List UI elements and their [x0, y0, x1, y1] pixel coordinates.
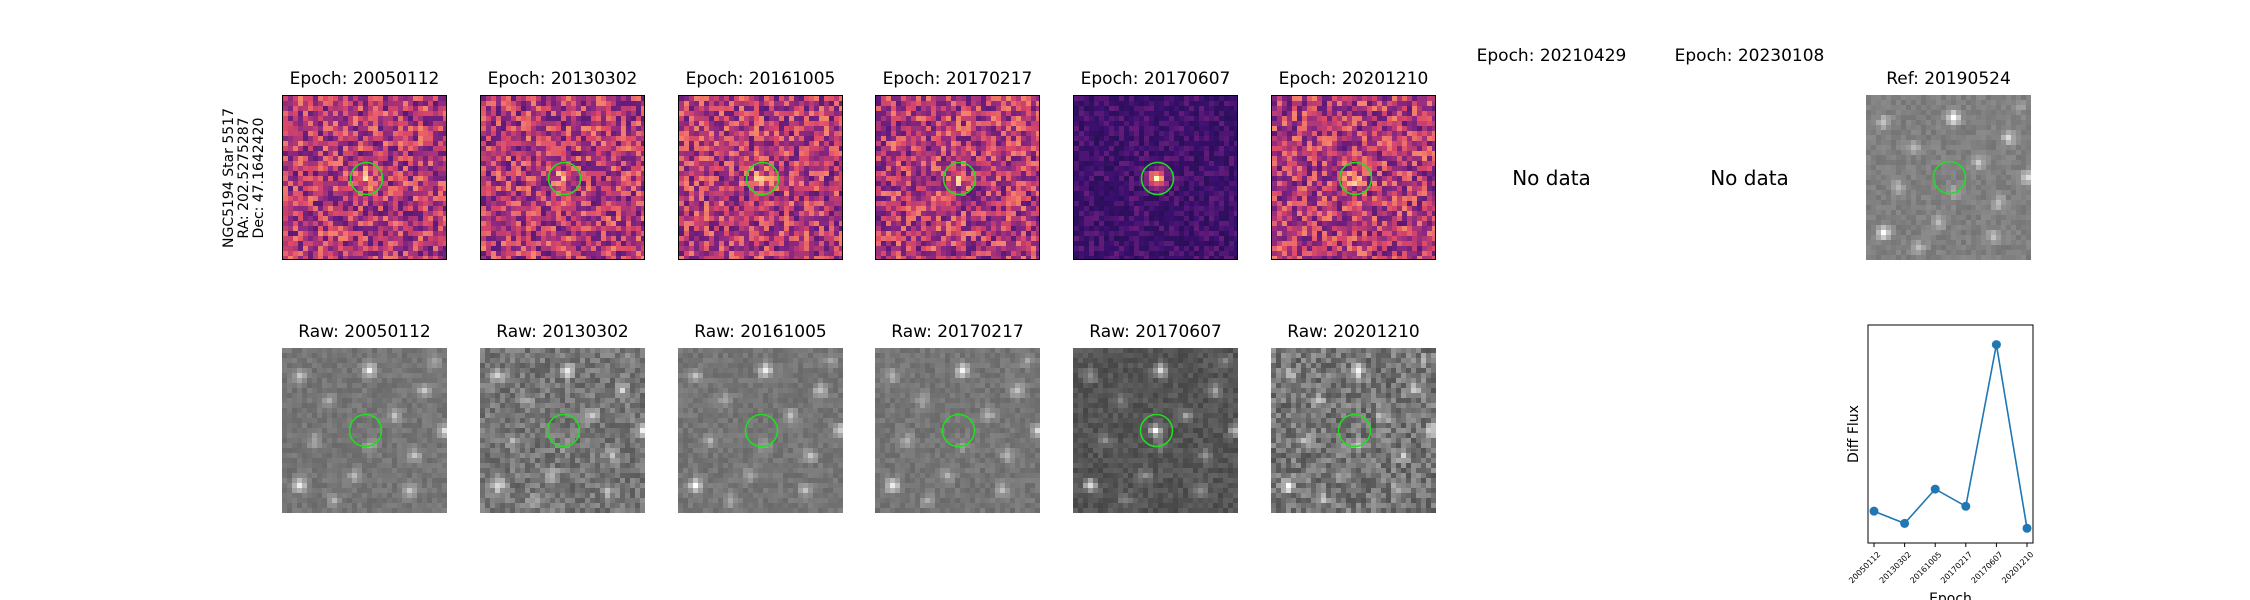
grayscale-image: [875, 348, 1040, 513]
no-data-text: No data: [1512, 165, 1591, 190]
difference-image: [876, 96, 1039, 259]
grayscale-image: [480, 348, 645, 513]
diff-panel-3: [678, 95, 843, 260]
target-marker-circle: [745, 161, 780, 196]
diff-panel-title: Epoch: 20161005: [685, 69, 836, 89]
target-marker-circle: [744, 413, 779, 448]
diff-panel-6: [1271, 95, 1436, 260]
data-point: [1991, 340, 2001, 350]
data-point: [1961, 501, 1971, 511]
x-tick-label: 20170217: [1939, 550, 1974, 585]
light-curve-chart: 20050112 20130302 20161005 20170217 20170607…: [1840, 320, 2060, 600]
raw-panel-4: [875, 348, 1040, 513]
light-curve-svg: 2005011220130302201610052017021720170607…: [1846, 324, 2035, 600]
diff-panel-1: [282, 95, 447, 260]
grayscale-image: [678, 348, 843, 513]
diff-panel-title: Epoch: 20201210: [1278, 69, 1429, 89]
raw-panel-title: Raw: 20050112: [298, 322, 431, 342]
target-marker-circle: [942, 161, 977, 196]
reference-image-panel: [1866, 95, 2031, 260]
grayscale-image: [282, 348, 447, 513]
x-tick-label: 20170607: [1970, 550, 2005, 585]
x-tick-label: 20201210: [2000, 550, 2035, 585]
diff-panel-2: [480, 95, 645, 260]
target-marker-circle: [348, 413, 383, 448]
target-marker-circle: [1338, 161, 1373, 196]
diff-panel-title: Epoch: 20050112: [289, 69, 440, 89]
diff-panel-title: Epoch: 20170607: [1080, 69, 1231, 89]
raw-panel-2: [480, 348, 645, 513]
diff-panel-5: [1073, 95, 1238, 260]
x-tick-label: 20050112: [1847, 550, 1882, 585]
no-data-text: No data: [1710, 165, 1789, 190]
data-point: [2022, 523, 2032, 533]
raw-panel-5: [1073, 348, 1238, 513]
data-point: [1869, 506, 1879, 516]
x-axis-label: Epoch: [1929, 591, 1972, 600]
data-point: [1930, 484, 1940, 494]
grayscale-image: [1866, 95, 2031, 260]
row-label: NGC5194 Star 5517 RA: 202.5275287 Dec: 47.…: [221, 108, 282, 248]
target-marker-circle: [349, 161, 384, 196]
x-tick-label: 20130302: [1878, 550, 1913, 585]
raw-panel-3: [678, 348, 843, 513]
data-point: [1900, 518, 1910, 528]
row-label-line: NGC5194 Star 5517: [221, 108, 237, 248]
x-tick-label: 20161005: [1908, 550, 1943, 585]
raw-panel-1: [282, 348, 447, 513]
diff-panel-4: [875, 95, 1040, 260]
diff-panel-title: Epoch: 20170217: [882, 69, 1033, 89]
difference-image: [1272, 96, 1435, 259]
target-marker-circle: [546, 413, 581, 448]
difference-image: [679, 96, 842, 259]
row-label-text: NGC5194 Star 5517 RA: 202.5275287 Dec: 47.…: [221, 108, 267, 248]
row-label-line: Dec: 47.1642420: [251, 117, 267, 239]
target-marker-circle: [1140, 161, 1175, 196]
series-line: [1873, 344, 2028, 529]
diff-panel-title: Epoch: 20230108: [1674, 46, 1825, 66]
raw-panel-title: Raw: 20170607: [1089, 322, 1222, 342]
target-marker-circle: [1337, 413, 1372, 448]
raw-panel-title: Raw: 20161005: [694, 322, 827, 342]
grayscale-image: [1271, 348, 1436, 513]
difference-image: [481, 96, 644, 259]
plot-frame: [1867, 324, 2034, 544]
ref-panel-title: Ref: 20190524: [1886, 69, 2011, 89]
diff-panel-title: Epoch: 20130302: [487, 69, 638, 89]
target-marker-circle: [1932, 160, 1967, 195]
target-marker-circle: [1139, 413, 1174, 448]
difference-image: [1074, 96, 1237, 259]
raw-panel-title: Raw: 20170217: [891, 322, 1024, 342]
raw-panel-6: [1271, 348, 1436, 513]
target-marker-circle: [547, 161, 582, 196]
grayscale-image: [1073, 348, 1238, 513]
row-label-line: RA: 202.5275287: [236, 117, 252, 239]
target-marker-circle: [941, 413, 976, 448]
y-axis-label: Diff Flux: [1846, 405, 1862, 463]
diff-panel-title: Epoch: 20210429: [1476, 46, 1627, 66]
raw-panel-title: Raw: 20130302: [496, 322, 629, 342]
difference-image: [283, 96, 446, 259]
raw-panel-title: Raw: 20201210: [1287, 322, 1420, 342]
